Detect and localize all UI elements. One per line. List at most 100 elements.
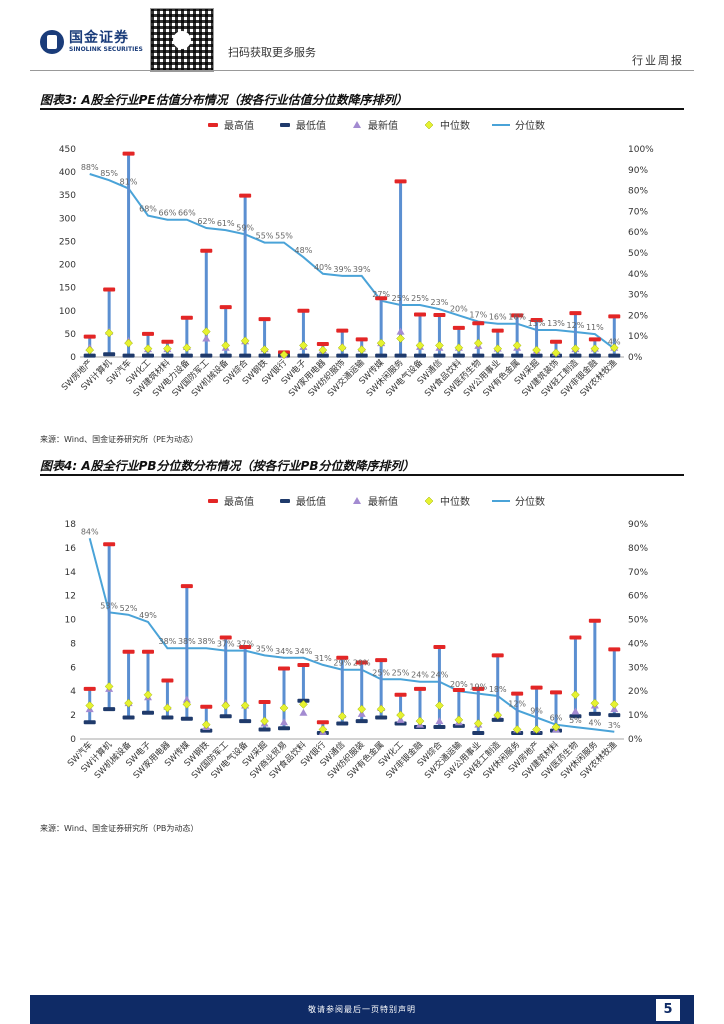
min-marker: [472, 353, 485, 358]
median-marker: [473, 719, 483, 728]
median-marker: [104, 682, 114, 691]
y-left-tick-label: 4: [70, 687, 76, 697]
percentile-data-label: 20%: [450, 680, 468, 689]
median-marker: [473, 338, 483, 348]
legend-label-3: 中位数: [440, 495, 470, 508]
percentile-data-label: 16%: [508, 313, 526, 322]
min-marker: [608, 353, 621, 358]
percentile-data-label: 37%: [236, 640, 254, 649]
y-right-tick-label: 70%: [628, 568, 648, 578]
y-right-tick-label: 10%: [628, 711, 648, 721]
percentile-data-label: 25%: [372, 668, 390, 677]
min-marker: [608, 713, 621, 718]
median-marker: [201, 327, 211, 336]
legend-label-0: 最高值: [224, 119, 254, 132]
figure4-title: 图表4: A股全行业PB分位数分布情况（按各行业PB分位数降序排列）: [40, 459, 415, 473]
y-left-tick-label: 10: [65, 616, 77, 626]
median-marker: [240, 701, 250, 710]
legend-swatch-2: [353, 497, 361, 504]
max-marker: [83, 686, 96, 691]
y-right-tick-label: 80%: [628, 187, 648, 197]
min-marker: [122, 715, 135, 720]
qr-code-icon[interactable]: [150, 8, 214, 72]
percentile-data-label: 85%: [100, 169, 118, 178]
max-marker: [103, 542, 116, 547]
percentile-data-label: 53%: [100, 601, 118, 610]
min-marker: [103, 707, 116, 712]
max-marker: [142, 331, 154, 336]
percentile-data-label: 25%: [392, 668, 410, 677]
y-left-tick-label: 12: [65, 592, 76, 602]
max-marker: [219, 635, 232, 640]
percentile-data-label: 25%: [411, 294, 429, 303]
footer-bar: 敬请参阅最后一页特别声明 5: [30, 995, 694, 1024]
y-left-tick-label: 350: [59, 191, 76, 201]
max-marker: [239, 645, 252, 650]
min-marker: [316, 353, 329, 358]
min-marker: [336, 721, 349, 726]
median-marker: [609, 700, 619, 709]
qr-caption: 扫码获取更多服务: [228, 46, 316, 59]
y-left-tick-label: 0: [70, 735, 76, 745]
pe-valuation-chart: 最高值 最低值 最新值 中位数 分位数 0 50 100 150 200 250 300 350 400 4…: [59, 119, 654, 399]
legend-swatch-0: [208, 499, 218, 503]
percentile-data-label: 5%: [569, 716, 582, 725]
percentile-data-label: 34%: [295, 647, 313, 656]
y-right-tick-label: 60%: [628, 592, 648, 602]
latest-marker: [435, 717, 444, 725]
y-left-tick-label: 16: [65, 544, 77, 554]
max-marker: [161, 339, 174, 344]
percentile-data-label: 3%: [608, 721, 621, 730]
min-marker: [375, 353, 388, 358]
max-marker: [550, 339, 562, 344]
y-right-tick-label: 60%: [628, 228, 648, 238]
max-marker: [200, 248, 213, 253]
y-left-tick-label: 0: [70, 353, 76, 363]
min-marker: [161, 715, 174, 720]
y-right-tick-label: 20%: [628, 687, 648, 697]
max-marker: [433, 312, 446, 317]
legend-label-2: 最新值: [368, 119, 398, 132]
max-marker: [394, 692, 407, 697]
y-left-tick-label: 300: [59, 214, 76, 224]
min-marker: [122, 353, 135, 358]
pb-percentile-chart: 最高值 最低值 最新值 中位数 分位数 0 2 4 6 8 10 12 14 16 18 0% 10% 20% 30…: [65, 495, 649, 781]
max-marker: [550, 690, 562, 695]
legend-label-4: 分位数: [515, 119, 545, 132]
median-marker: [279, 703, 289, 713]
y-right-tick-label: 70%: [628, 207, 648, 217]
median-marker: [493, 344, 503, 354]
min-marker: [452, 353, 465, 358]
percentile-data-label: 38%: [159, 637, 177, 646]
median-marker: [299, 341, 308, 350]
legend-label-1: 最低值: [296, 495, 326, 508]
max-marker: [414, 312, 426, 317]
figure3-title-rule: [40, 108, 684, 110]
max-marker: [142, 649, 154, 654]
median-marker: [571, 344, 580, 354]
percentile-data-label: 29%: [353, 659, 371, 668]
min-marker: [336, 353, 349, 358]
legend-label-2: 最新值: [368, 495, 398, 508]
percentile-data-label: 39%: [353, 265, 371, 274]
percentile-data-label: 61%: [217, 219, 235, 228]
median-marker: [201, 720, 211, 730]
median-marker: [85, 701, 95, 710]
max-marker: [180, 584, 193, 589]
min-marker: [180, 353, 193, 358]
y-left-tick-label: 14: [65, 568, 77, 578]
max-marker: [122, 649, 135, 654]
min-marker: [491, 353, 504, 358]
percentile-data-label: 66%: [159, 209, 177, 218]
y-right-tick-label: 50%: [628, 616, 648, 626]
min-marker: [239, 353, 252, 358]
median-marker: [143, 690, 153, 700]
median-marker: [260, 716, 269, 726]
legend-swatch-1: [280, 499, 290, 503]
percentile-data-label: 9%: [530, 707, 543, 716]
median-marker: [376, 338, 386, 348]
median-marker: [493, 710, 503, 720]
y-right-tick-label: 0%: [628, 735, 643, 745]
percentile-data-label: 81%: [120, 178, 138, 187]
median-marker: [357, 704, 367, 714]
